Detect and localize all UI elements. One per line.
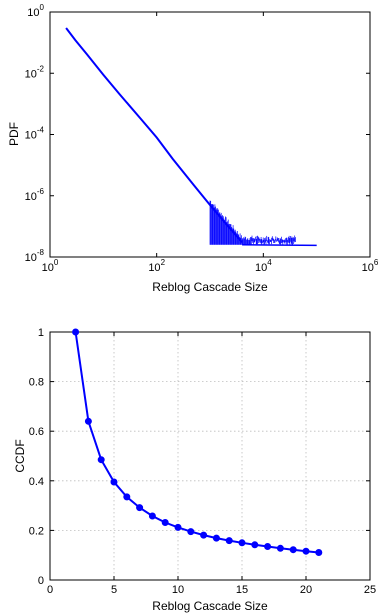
pdf-y-tick-label: 10-6 — [25, 187, 45, 203]
ccdf-data-point — [251, 541, 259, 549]
ccdf-data-point — [148, 512, 156, 520]
ccdf-y-tick-label: 0.8 — [29, 377, 44, 389]
pdf-x-tick-label: 106 — [362, 258, 378, 274]
ccdf-x-axis-label: Reblog Cascade Size — [152, 599, 268, 613]
pdf-x-tick-label: 102 — [148, 258, 165, 274]
pdf-ticks: 100 102 104 106 10-8 10-6 10-4 10-2 100 — [25, 3, 378, 274]
ccdf-chart: 0 5 10 15 20 25 0 0.2 0.4 0.6 0.8 1 Reblog Cascade … — [13, 327, 376, 613]
ccdf-x-tick-label: 20 — [300, 584, 312, 596]
ccdf-y-tick-label: 0.2 — [29, 525, 44, 537]
ccdf-data-point — [238, 539, 246, 547]
ccdf-data-point — [289, 546, 297, 554]
pdf-chart: 100 102 104 106 10-8 10-6 10-4 10-2 100 Reblog C… — [7, 3, 378, 294]
ccdf-data-point — [264, 543, 272, 550]
pdf-tail-line — [242, 244, 317, 247]
ccdf-data-point — [110, 478, 118, 486]
ccdf-y-axis-label: CCDF — [13, 439, 27, 472]
ccdf-data-point — [84, 417, 92, 425]
ccdf-data-marks — [72, 328, 323, 556]
ccdf-x-tick-label: 5 — [111, 584, 117, 596]
ccdf-data-point — [302, 547, 310, 555]
pdf-y-tick-label: 10-4 — [25, 126, 45, 142]
pdf-y-tick-label: 10-2 — [25, 64, 45, 80]
ccdf-data-point — [97, 456, 105, 464]
ccdf-y-tick-label: 1 — [38, 327, 44, 339]
ccdf-plot-frame — [49, 331, 371, 581]
ccdf-data-point — [187, 528, 195, 536]
ccdf-y-tick-label: 0.4 — [29, 476, 44, 488]
ccdf-data-point — [161, 519, 169, 526]
pdf-y-tick-label: 100 — [27, 3, 44, 19]
pdf-x-axis-label: Reblog Cascade Size — [152, 280, 268, 294]
ccdf-data-point — [123, 493, 131, 501]
ccdf-x-tick-label: 15 — [236, 584, 248, 596]
ccdf-x-tick-label: 25 — [364, 584, 376, 596]
ccdf-series-line — [74, 331, 319, 554]
ccdf-grid — [50, 332, 370, 580]
ccdf-y-tick-label: 0 — [38, 575, 44, 587]
ccdf-x-tick-label: 0 — [47, 584, 53, 596]
ccdf-data-point — [276, 544, 284, 552]
ccdf-data-point — [136, 504, 144, 512]
ccdf-data-point — [72, 328, 80, 336]
pdf-x-tick-label: 104 — [255, 258, 272, 274]
ccdf-data-point — [225, 537, 233, 545]
ccdf-y-tick-label: 0.6 — [29, 426, 44, 438]
ccdf-x-tick-label: 10 — [172, 584, 184, 596]
ccdf-data-point — [200, 531, 208, 539]
ccdf-data-point — [315, 549, 323, 556]
ccdf-data-point — [212, 534, 220, 542]
pdf-data-marks — [65, 27, 317, 247]
pdf-y-tick-label: 10-8 — [25, 248, 45, 264]
ccdf-data-point — [174, 523, 182, 531]
ccdf-ticks: 0 5 10 15 20 25 0 0.2 0.4 0.6 0.8 1 — [29, 327, 376, 596]
pdf-y-axis-label: PDF — [7, 122, 21, 146]
pdf-x-tick-label: 100 — [42, 258, 59, 274]
